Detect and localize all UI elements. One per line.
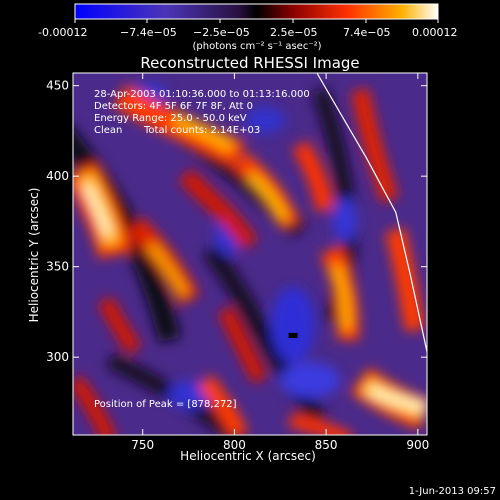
x-axis: 750 800 850 900 — [131, 73, 429, 452]
annotation-time-range: 28-Apr-2003 01:10:36.000 to 01:13:16.000 — [94, 89, 310, 100]
x-axis-label: Heliocentric X (arcsec) — [180, 449, 316, 463]
y-tick-label: 400 — [46, 169, 69, 183]
y-axis-label: Heliocentric Y (arcsec) — [27, 188, 41, 323]
colorbar-tick-label: 2.5e−05 — [270, 26, 317, 39]
chart-title: Reconstructed RHESSI Image — [140, 54, 359, 72]
solar-limb-curve — [316, 73, 427, 352]
x-tick-label: 900 — [406, 438, 429, 452]
annotation-detectors: Detectors: 4F 5F 6F 7F 8F, Att 0 — [94, 101, 253, 112]
source-marker — [288, 332, 298, 338]
x-tick-label: 750 — [131, 438, 154, 452]
x-tick-label: 800 — [223, 438, 246, 452]
y-tick-label: 350 — [46, 260, 69, 274]
y-tick-label: 300 — [46, 350, 69, 364]
colorbar-tick-label: -0.00012 — [38, 26, 87, 39]
annotation-energy-range: Energy Range: 25.0 - 50.0 keV — [94, 113, 247, 124]
y-axis: 300 350 400 450 — [46, 79, 427, 364]
colorbar-tick-label: 7.4e−05 — [343, 26, 390, 39]
colorbar-tick-label: 0.00012 — [412, 26, 458, 39]
y-tick-label: 450 — [46, 79, 69, 93]
peak-position-label: Position of Peak = [878,272] — [94, 399, 237, 410]
colorbar-tick-label: −2.5e−05 — [193, 26, 250, 39]
timestamp: 1-Jun-2013 09:57 — [409, 486, 496, 497]
x-tick-label: 850 — [315, 438, 338, 452]
plot-frame — [72, 72, 428, 436]
colorbar — [74, 3, 439, 20]
plot-image — [73, 73, 427, 435]
colorbar-units-label: (photons cm⁻² s⁻¹ asec⁻²) — [192, 41, 321, 52]
colorbar-ticks — [74, 19, 439, 23]
annotation-total-counts: Total counts: 2.14E+03 — [143, 125, 260, 136]
colorbar-tick-label: −7.4e−05 — [120, 26, 177, 39]
annotation-method: Clean — [94, 125, 122, 136]
